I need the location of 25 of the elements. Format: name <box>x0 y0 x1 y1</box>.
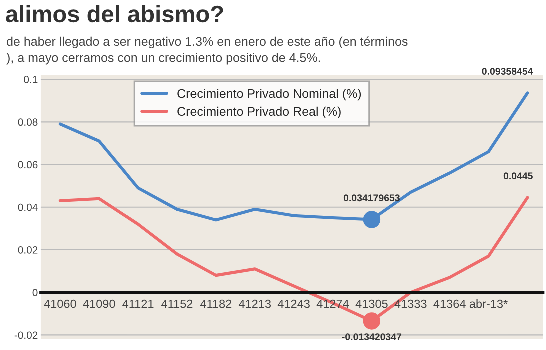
x-tick-label: 41121 <box>122 300 154 308</box>
x-tick-label: 41213 <box>238 300 272 308</box>
data-label: 0.0445 <box>504 172 533 180</box>
y-tick-label: 0.1 <box>24 76 38 84</box>
legend-label: Crecimiento Privado Real (%) <box>178 106 341 119</box>
data-label: -0.013420347 <box>342 334 402 341</box>
y-tick-label: 0.02 <box>18 246 38 254</box>
y-tick-label: 0 <box>32 289 38 296</box>
legend-label: Crecimiento Privado Nominal (%) <box>178 89 362 101</box>
chart-subtitle: de haber llegado a ser negativo 1.3% en enero de este año (en términos ), a mayo cerramos con un crecimiento positivo de 4.5%. <box>6 36 408 65</box>
y-tick-label: 0.08 <box>18 118 38 126</box>
x-tick-label: 41060 <box>44 300 76 308</box>
y-tick-label: 0.04 <box>18 204 38 212</box>
y-tick-label: -0.02 <box>14 332 38 340</box>
x-tick-label: 41152 <box>162 300 193 308</box>
data-label: 0.09358454 <box>482 68 534 75</box>
x-tick-label: 41305 <box>356 300 388 308</box>
x-tick-label: 41243 <box>278 300 310 308</box>
chart-title: alimos del abismo? <box>6 5 224 23</box>
x-tick-label: 41090 <box>83 300 116 308</box>
x-tick-label: 41182 <box>200 300 232 308</box>
x-tick-label: abr-13* <box>470 300 508 308</box>
y-tick-label: 0.06 <box>18 161 38 169</box>
data-label: 0.034179653 <box>344 194 400 202</box>
x-tick-label: 41364 <box>434 300 466 308</box>
